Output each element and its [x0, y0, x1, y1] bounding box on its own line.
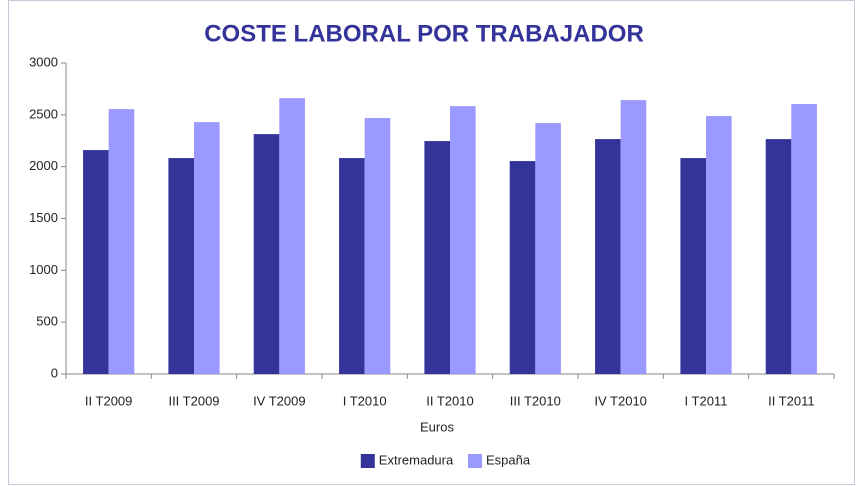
- bar: [83, 150, 109, 374]
- x-tick-label: II T2011: [768, 393, 815, 408]
- bar: [424, 141, 450, 374]
- x-tick-label: I T2011: [685, 393, 728, 408]
- x-tick-label: I T2010: [343, 393, 387, 408]
- bar: [680, 158, 706, 374]
- bar: [279, 98, 305, 374]
- x-tick-label: II T2009: [85, 393, 132, 408]
- bar: [765, 139, 792, 374]
- x-tick-label: II T2010: [426, 393, 473, 408]
- bar: [168, 158, 194, 374]
- y-tick-label: 2000: [29, 158, 58, 173]
- frame: [8, 0, 855, 485]
- x-axis-label: Euros: [420, 419, 454, 434]
- bar: [620, 100, 647, 374]
- x-tick-label: IV T2009: [253, 393, 306, 408]
- bar: [706, 116, 732, 374]
- bar: [791, 104, 817, 374]
- x-tick-label: III T2009: [168, 393, 219, 408]
- y-tick-label: 1500: [29, 210, 58, 225]
- legend-label: Extremadura: [379, 452, 454, 467]
- bar: [339, 158, 365, 374]
- legend-swatch: [468, 454, 482, 468]
- legend-label: España: [486, 452, 531, 467]
- bar: [253, 134, 280, 374]
- y-tick-label: 3000: [29, 54, 58, 69]
- x-tick-label: III T2010: [510, 393, 561, 408]
- x-tick-label: IV T2010: [594, 393, 647, 408]
- y-tick-label: 2500: [29, 106, 58, 121]
- bar: [364, 118, 391, 374]
- y-tick-label: 500: [36, 314, 58, 329]
- bar: [450, 106, 476, 374]
- legend-swatch: [360, 454, 375, 468]
- bar: [194, 122, 220, 374]
- bar: [509, 161, 536, 374]
- bar: [595, 139, 621, 374]
- bar: [108, 109, 135, 375]
- bar: [535, 123, 561, 374]
- y-tick-label: 1000: [29, 262, 58, 277]
- y-tick-label: 0: [51, 365, 58, 380]
- chart-title: COSTE LABORAL POR TRABAJADOR: [204, 20, 644, 47]
